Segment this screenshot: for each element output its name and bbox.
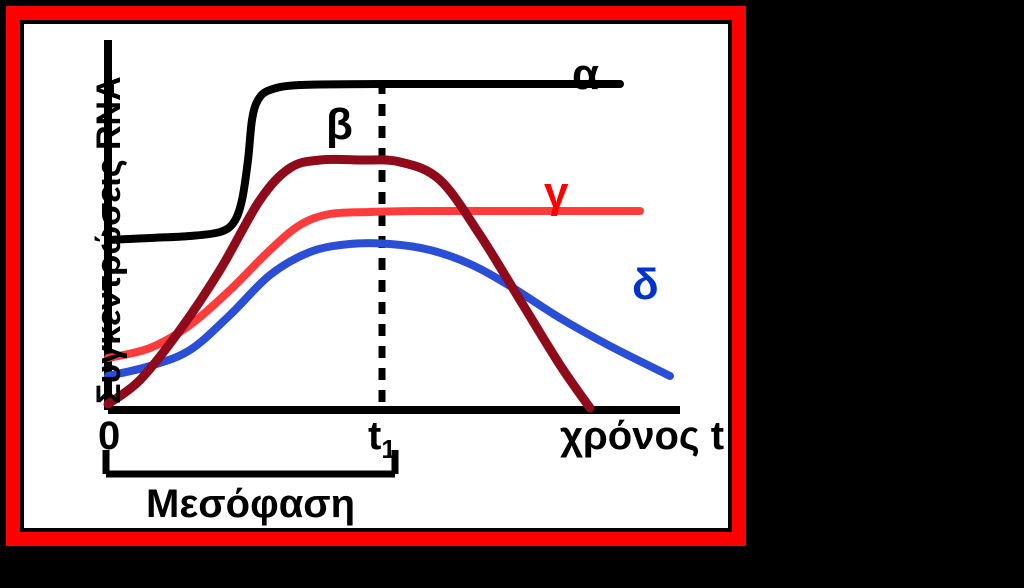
series-gamma-label: γ bbox=[544, 168, 568, 218]
series-beta-label: β bbox=[326, 100, 353, 150]
t1-label: t1 bbox=[368, 414, 396, 465]
interphase-label: Μεσόφαση bbox=[146, 482, 355, 527]
y-axis-label: Συγκεντρώσεις RNA bbox=[90, 76, 129, 404]
t1-main: t bbox=[368, 414, 381, 458]
x-axis-label: χρόνος t bbox=[560, 414, 724, 459]
series-alpha-label: α bbox=[572, 50, 599, 100]
origin-label: 0 bbox=[98, 414, 120, 459]
series-beta bbox=[108, 159, 590, 408]
t1-sub: 1 bbox=[381, 434, 395, 464]
series-delta-label: δ bbox=[632, 260, 659, 310]
